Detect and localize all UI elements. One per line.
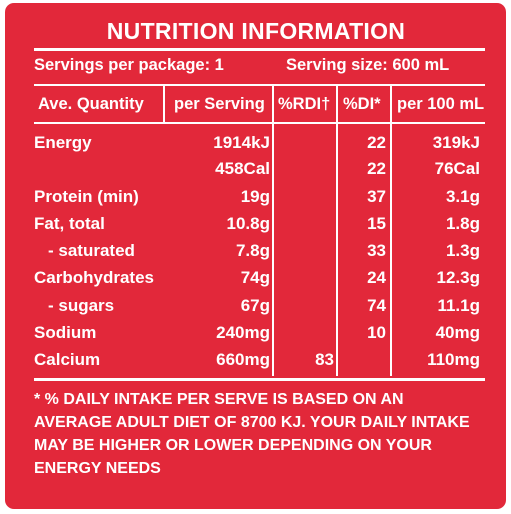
nutrient-name: Fat, total xyxy=(34,214,105,233)
nutrient-name: Sodium xyxy=(34,323,97,342)
header-bottom-divider xyxy=(34,122,485,124)
di-value: 74 xyxy=(367,296,386,315)
header-per-100: per 100 mL xyxy=(397,95,485,113)
table-row: 458Cal 22 76Cal xyxy=(8,156,503,182)
serving-size: Serving size: 600 mL xyxy=(286,56,450,74)
table-row: Carbohydrates 74g 24 12.3g xyxy=(8,265,503,291)
table-row: Fat, total 10.8g 15 1.8g xyxy=(8,211,503,237)
table-row: Sodium 240mg 10 40mg xyxy=(8,320,503,346)
nutrient-name: Carbohydrates xyxy=(34,268,154,287)
header-top-divider xyxy=(34,84,485,86)
body-col-divider xyxy=(272,124,274,376)
table-row: - sugars 67g 74 11.1g xyxy=(8,293,503,319)
per-100-value: 11.1g xyxy=(437,296,480,315)
header-per-serving: per Serving xyxy=(174,95,265,113)
nutrient-name: Protein (min) xyxy=(34,187,139,206)
rdi-value xyxy=(272,238,334,264)
per-serving-value: 10.8g xyxy=(226,214,270,233)
per-serving-value: 67g xyxy=(240,296,270,315)
rdi-value xyxy=(272,211,334,237)
header-col-divider xyxy=(163,86,165,122)
header-col-divider xyxy=(390,86,392,122)
title-divider xyxy=(34,48,485,51)
header-col-divider xyxy=(336,86,338,122)
header-di: %DI* xyxy=(343,95,381,113)
header-col-divider xyxy=(272,86,274,122)
di-value: 33 xyxy=(367,241,386,260)
nutrition-panel: NUTRITION INFORMATION Servings per packa… xyxy=(8,6,503,506)
per-serving-value: 660mg xyxy=(216,350,270,369)
di-value: 22 xyxy=(367,133,386,152)
per-serving-value: 1914kJ xyxy=(213,133,270,152)
panel-title: NUTRITION INFORMATION xyxy=(106,18,406,44)
daily-intake-footnote: * % DAILY INTAKE PER SERVE IS BASED ON A… xyxy=(34,391,470,477)
per-100-value: 3.1g xyxy=(445,187,480,206)
body-col-divider xyxy=(390,124,392,376)
di-value xyxy=(336,347,386,373)
header-quantity: Ave. Quantity xyxy=(38,95,144,113)
per-100-value: 76Cal xyxy=(434,159,480,178)
nutrient-name: Calcium xyxy=(34,350,101,369)
table-row: Calcium 660mg 83 110mg xyxy=(8,347,503,373)
nutrient-name: - sugars xyxy=(48,296,115,315)
per-100-value: 1.3g xyxy=(445,241,480,260)
rdi-value xyxy=(272,130,334,156)
table-row: - saturated 7.8g 33 1.3g xyxy=(8,238,503,264)
nutrient-name: Energy xyxy=(34,133,92,152)
per-100-value: 1.8g xyxy=(445,214,480,233)
per-100-value: 110mg xyxy=(427,350,480,369)
per-100-value: 40mg xyxy=(435,323,480,342)
rdi-value xyxy=(272,265,334,291)
di-value: 37 xyxy=(367,187,386,206)
di-value: 22 xyxy=(367,159,386,178)
table-row: Energy 1914kJ 22 319kJ xyxy=(8,130,503,156)
rdi-value: 83 xyxy=(315,350,334,369)
table-row: Protein (min) 19g 37 3.1g xyxy=(8,184,503,210)
per-serving-value: 19g xyxy=(240,187,270,206)
di-value: 15 xyxy=(367,214,386,233)
servings-per-package: Servings per package: 1 xyxy=(34,56,224,74)
rdi-value xyxy=(272,184,334,210)
per-100-value: 319kJ xyxy=(432,133,480,152)
rdi-value xyxy=(272,156,334,182)
rdi-value xyxy=(272,320,334,346)
di-value: 10 xyxy=(367,323,386,342)
header-rdi: %RDI† xyxy=(278,95,331,113)
di-value: 24 xyxy=(367,268,386,287)
table-bottom-divider xyxy=(34,378,485,381)
body-col-divider xyxy=(336,124,338,376)
per-serving-value: 74g xyxy=(240,268,270,287)
per-serving-value: 240mg xyxy=(216,323,270,342)
per-100-value: 12.3g xyxy=(436,268,480,287)
per-serving-value: 7.8g xyxy=(235,241,270,260)
rdi-value xyxy=(272,293,334,319)
per-serving-value: 458Cal xyxy=(215,159,270,178)
nutrient-name: - saturated xyxy=(48,241,135,260)
